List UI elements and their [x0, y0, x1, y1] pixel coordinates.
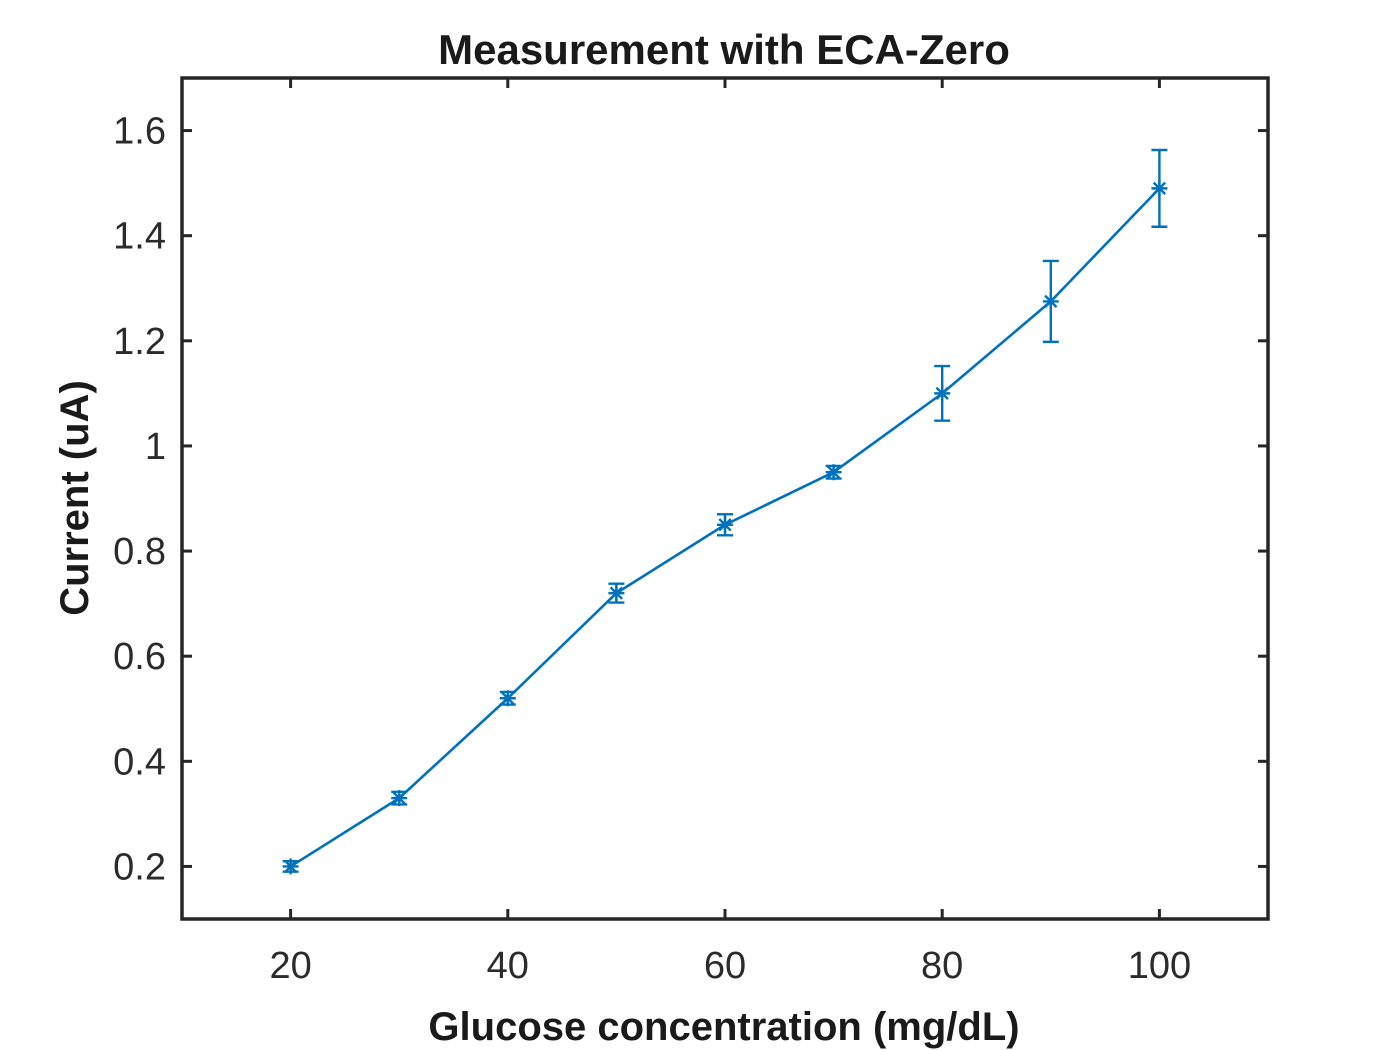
asterisk-marker: [391, 790, 408, 807]
marker-stroke: [1044, 294, 1058, 308]
chart-title: Measurement with ECA-Zero: [438, 26, 1010, 73]
asterisk-marker: [717, 516, 733, 533]
y-axis-label: Current (uA): [53, 380, 97, 616]
asterisk-marker: [1042, 293, 1059, 310]
data-point: [608, 582, 625, 604]
data-point: [1151, 148, 1168, 228]
x-axis-ticks: 20 40 60 80 100: [269, 78, 1191, 987]
marker-stroke: [826, 465, 841, 479]
data-point: [391, 790, 408, 807]
marker-stroke: [501, 691, 515, 705]
data-point: [499, 690, 516, 707]
x-tick-label: 40: [487, 945, 529, 987]
y-axis-ticks: 0.2 0.4 0.6 0.8 1 1.2 1.4 1.6: [113, 111, 1268, 888]
data-point: [934, 364, 951, 422]
y-tick-label: 1.4: [113, 216, 166, 258]
y-tick-label: 1.6: [113, 111, 166, 153]
data-point: [1042, 259, 1059, 344]
marker-stroke: [718, 518, 732, 532]
marker-stroke: [609, 586, 624, 600]
marker-stroke: [283, 859, 298, 874]
x-axis-label: Glucose concentration (mg/dL): [428, 1005, 1019, 1049]
plot-area: [282, 148, 1168, 875]
x-tick-label: 60: [704, 945, 746, 987]
y-tick-label: 1: [145, 426, 166, 468]
asterisk-marker: [934, 385, 951, 402]
marker-stroke: [392, 791, 406, 805]
data-point: [282, 858, 299, 875]
x-tick-label: 100: [1128, 945, 1191, 987]
asterisk-marker: [825, 464, 842, 481]
asterisk-marker: [1151, 180, 1168, 197]
y-tick-label: 0.4: [113, 741, 166, 783]
data-point: [825, 464, 842, 481]
asterisk-marker: [499, 690, 516, 707]
y-tick-label: 0.8: [113, 531, 166, 573]
y-tick-label: 0.2: [113, 846, 166, 888]
marker-stroke: [935, 386, 949, 400]
marker-stroke: [1152, 181, 1167, 195]
asterisk-marker: [282, 858, 299, 875]
y-tick-label: 1.2: [113, 321, 166, 363]
x-tick-label: 80: [921, 945, 963, 987]
x-tick-label: 20: [269, 945, 311, 987]
y-tick-label: 0.6: [113, 636, 166, 678]
data-point: [717, 513, 733, 537]
asterisk-marker: [608, 585, 625, 602]
